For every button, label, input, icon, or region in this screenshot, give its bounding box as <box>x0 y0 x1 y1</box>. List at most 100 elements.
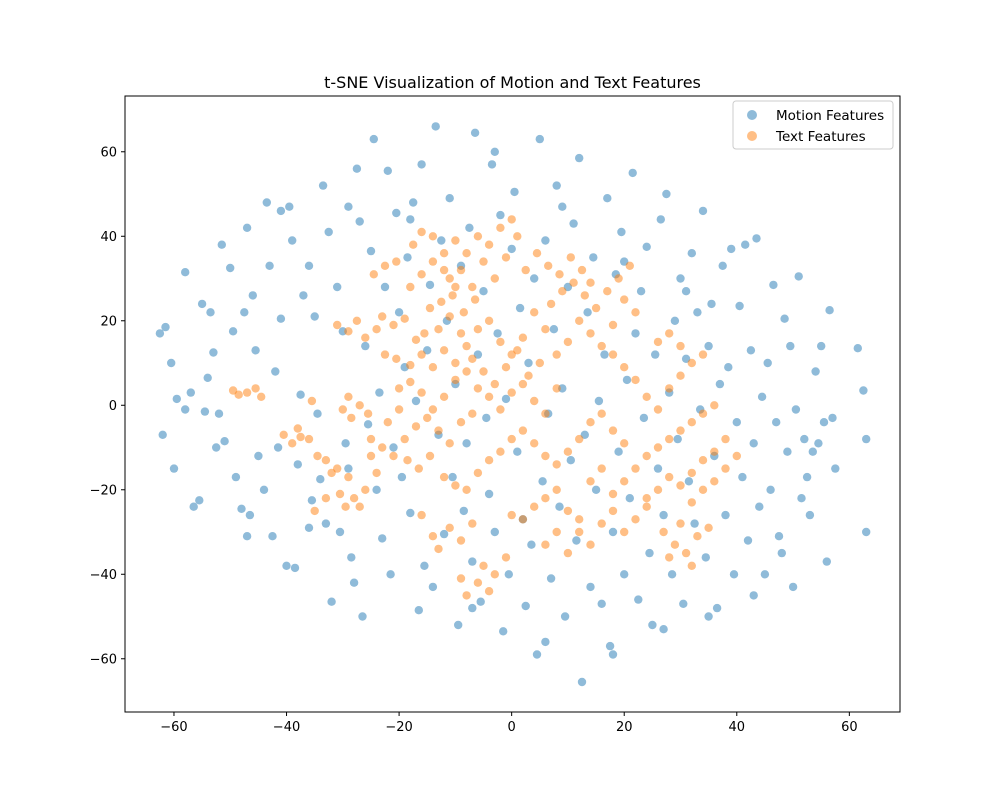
text-feature-point <box>530 396 539 406</box>
motion-feature-point <box>428 582 438 592</box>
text-feature-point <box>563 506 573 516</box>
text-feature-point <box>586 540 595 549</box>
motion-feature-point <box>862 527 871 537</box>
text-feature-point <box>242 388 252 397</box>
motion-feature-point <box>321 519 331 528</box>
text-feature-point <box>597 409 606 418</box>
motion-feature-point <box>169 464 179 473</box>
motion-feature-point <box>363 420 373 429</box>
text-feature-point <box>687 498 696 507</box>
text-feature-point <box>313 451 322 461</box>
motion-feature-point <box>831 464 840 473</box>
text-feature-point <box>389 320 398 330</box>
text-feature-point <box>473 468 483 478</box>
motion-feature-point <box>288 236 297 245</box>
motion-feature-point <box>501 394 511 404</box>
text-feature-point <box>417 388 426 397</box>
text-feature-point <box>473 325 483 334</box>
legend-marker-text <box>747 131 757 141</box>
y-tick-label: 60 <box>100 145 117 160</box>
motion-feature-point <box>715 379 725 389</box>
motion-feature-point <box>648 620 657 630</box>
motion-feature-point <box>209 348 218 357</box>
motion-feature-point <box>316 475 325 484</box>
text-feature-point <box>484 316 494 325</box>
motion-feature-point <box>639 413 649 423</box>
text-feature-point <box>575 515 584 524</box>
motion-feature-point <box>780 314 789 323</box>
text-feature-point <box>380 350 390 359</box>
motion-feature-point <box>704 341 713 351</box>
text-feature-point <box>445 274 454 283</box>
text-feature-point <box>456 536 466 545</box>
text-feature-point <box>462 485 471 494</box>
text-feature-point <box>693 532 702 541</box>
motion-feature-point <box>276 314 286 323</box>
text-feature-point <box>507 388 516 397</box>
text-feature-point <box>473 384 483 393</box>
motion-feature-point <box>577 677 587 687</box>
text-feature-point <box>552 527 561 537</box>
motion-feature-point <box>743 536 753 545</box>
text-feature-point <box>434 544 443 554</box>
motion-feature-point <box>242 532 252 541</box>
motion-feature-point <box>344 464 353 473</box>
motion-feature-point <box>862 434 871 444</box>
text-feature-point <box>372 325 381 334</box>
motion-feature-point <box>186 388 195 397</box>
motion-feature-point <box>242 223 252 232</box>
motion-feature-point <box>217 240 226 249</box>
text-feature-point <box>411 422 421 431</box>
text-feature-point <box>518 426 528 435</box>
text-feature-point <box>513 346 522 355</box>
motion-feature-point <box>372 485 381 494</box>
motion-feature-point <box>226 263 235 273</box>
text-feature-point <box>620 295 629 304</box>
motion-feature-point <box>676 274 685 283</box>
motion-feature-point <box>496 210 505 220</box>
text-feature-point <box>676 371 685 380</box>
motion-feature-point <box>586 582 595 592</box>
text-feature-point <box>541 325 550 334</box>
text-feature-point <box>428 532 438 541</box>
motion-feature-point <box>484 489 494 499</box>
text-feature-point <box>484 456 494 465</box>
text-feature-point <box>296 432 305 442</box>
text-feature-point <box>513 232 522 241</box>
motion-feature-point <box>318 181 328 190</box>
text-feature-point <box>417 350 426 359</box>
text-feature-point <box>586 329 595 338</box>
text-feature-point <box>608 426 618 435</box>
text-feature-point <box>541 409 550 418</box>
motion-feature-point <box>259 485 269 494</box>
text-feature-point <box>608 489 618 499</box>
text-feature-point <box>524 371 533 380</box>
text-feature-point <box>597 464 606 473</box>
motion-feature-point <box>653 464 663 473</box>
text-feature-point <box>507 510 516 520</box>
text-feature-point <box>479 367 488 376</box>
motion-feature-point <box>324 227 333 237</box>
motion-feature-point <box>262 198 271 207</box>
text-feature-point <box>341 502 350 511</box>
text-feature-point <box>710 401 719 410</box>
motion-feature-point <box>651 350 660 359</box>
text-feature-point <box>501 553 511 562</box>
motion-feature-point <box>634 595 643 604</box>
text-feature-point <box>608 320 618 330</box>
text-feature-point <box>541 451 550 461</box>
motion-feature-point <box>490 527 499 537</box>
ticks-layer: −60 −40 −20 0 20 40 60 −60 −40 −20 0 20 40 60 <box>90 145 858 735</box>
text-feature-point <box>698 456 708 465</box>
plot-area <box>125 96 900 712</box>
motion-feature-point <box>361 341 370 351</box>
text-feature-point <box>501 363 511 372</box>
points-layer <box>155 122 871 687</box>
text-feature-point <box>392 354 401 363</box>
text-feature-point <box>456 265 466 275</box>
motion-feature-point <box>530 274 539 283</box>
motion-feature-point <box>482 413 491 423</box>
motion-feature-point <box>721 510 730 520</box>
motion-feature-point <box>788 582 798 592</box>
